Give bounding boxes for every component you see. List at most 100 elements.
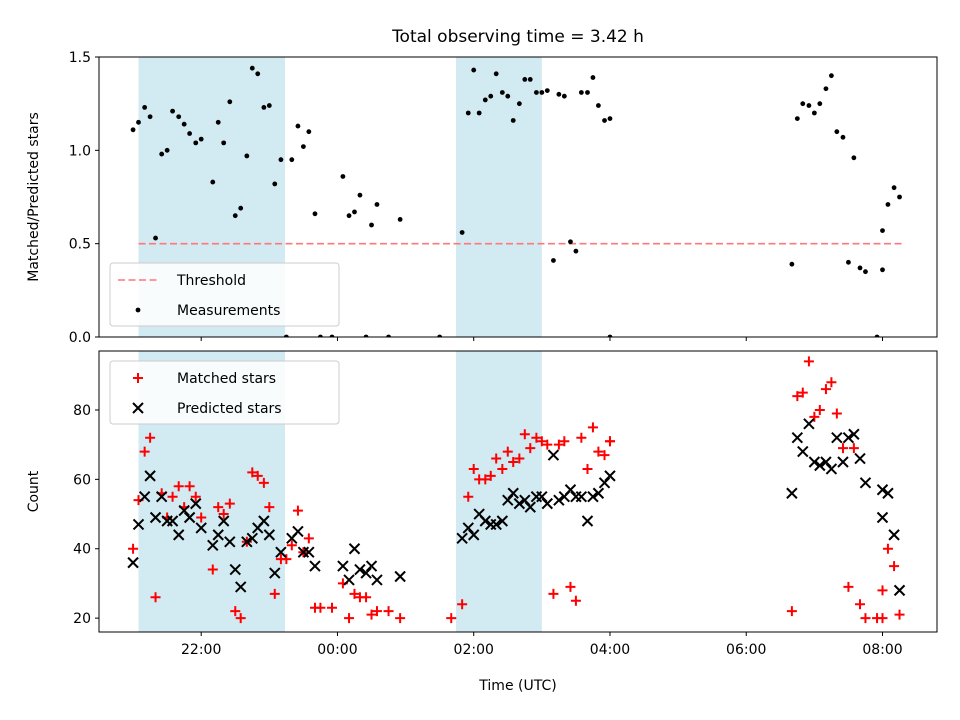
measurement-point (459, 230, 465, 235)
count-panel: 20 40 60 80 22:00 00:00 02:00 04:00 06:00 08:00 Co… (26, 350, 938, 694)
matched-star-marker (303, 533, 314, 544)
measurement-point (840, 134, 846, 140)
matched-star-marker (371, 606, 382, 617)
matched-star-marker (128, 543, 139, 554)
predicted-star-marker (581, 515, 594, 527)
measurement-point (295, 123, 301, 129)
measurement-point (266, 103, 272, 108)
predicted-star-marker (553, 494, 565, 506)
measurement-point (800, 101, 806, 107)
measurement-point (568, 239, 573, 245)
measurement-point (811, 110, 817, 116)
predicted-star-marker (309, 560, 321, 572)
predicted-star-marker (876, 484, 889, 496)
measurement-point (880, 267, 885, 273)
matched-star-marker (207, 564, 218, 575)
measurement-point (227, 99, 233, 105)
matched-star-marker (184, 481, 195, 492)
measurement-point (357, 192, 363, 198)
matched-star-marker (599, 450, 610, 461)
predicted-star-marker (456, 532, 468, 545)
legend-label: Matched stars (177, 371, 276, 387)
predicted-star-marker (479, 515, 492, 527)
measurement-point (198, 136, 204, 142)
predicted-star-marker (246, 532, 259, 545)
predicted-star-marker (207, 539, 219, 551)
measurement-point (578, 90, 584, 95)
legend: Threshold Measurements (109, 262, 340, 327)
measurement-point (244, 153, 250, 159)
y-tick-label: 20 (73, 611, 91, 627)
predicted-star-marker (604, 470, 616, 482)
matched-star-marker (315, 602, 326, 613)
predicted-star-marker (138, 490, 151, 503)
matched-star-marker (395, 613, 406, 624)
predicted-star-marker (348, 543, 361, 555)
measurement-point (164, 147, 170, 153)
predicted-star-marker (144, 470, 156, 482)
predicted-star-marker (513, 497, 526, 510)
x-tick-label: 04:00 (590, 642, 630, 658)
matched-star-marker (508, 457, 519, 468)
predicted-star-marker (808, 456, 821, 468)
axes-frame (98, 350, 938, 633)
matched-star-marker (803, 356, 814, 367)
y-tick-label: 80 (73, 403, 91, 419)
predicted-star-marker (224, 536, 236, 548)
matched-star-marker (281, 554, 292, 565)
predicted-star-marker (303, 546, 315, 558)
matched-star-marker (559, 436, 570, 447)
predicted-star-marker (149, 511, 162, 524)
measurement-point (346, 213, 352, 219)
measurement-point (374, 202, 380, 207)
matched-star-marker (582, 463, 593, 474)
matched-star-marker (889, 561, 900, 572)
predicted-star-marker (166, 515, 179, 527)
matched-star-marker (848, 443, 859, 454)
matched-star-marker (491, 453, 502, 464)
matched-star-marker (213, 502, 224, 513)
predicted-star-marker (269, 567, 281, 579)
predicted-star-marker (536, 490, 548, 503)
matched-star-marker (258, 477, 269, 488)
measurement-point (181, 121, 187, 127)
x-axis-label: Time (UTC) (478, 678, 556, 694)
matched-star-marker (894, 609, 905, 620)
measurement-point (312, 211, 318, 217)
predicted-star-marker (127, 556, 139, 569)
matched-star-marker (797, 387, 808, 398)
measurement-point (828, 73, 834, 79)
matched-star-marker (604, 436, 615, 447)
legend-label: Measurements (177, 303, 280, 319)
matched-star-marker (882, 543, 893, 554)
predicted-star-marker (592, 487, 605, 499)
measurement-point (386, 334, 391, 337)
measurement-point (573, 248, 579, 254)
measurement-point (369, 222, 374, 228)
measurement-point (340, 174, 346, 179)
observing-window-band (456, 351, 542, 632)
predicted-star-marker (882, 487, 894, 499)
measurement-point (300, 144, 306, 150)
measurement-point (794, 116, 800, 121)
predicted-star-marker (797, 445, 809, 458)
predicted-star-marker (791, 432, 804, 444)
predicted-star-marker (587, 490, 599, 503)
measurement-point (159, 151, 165, 157)
measurement-point (874, 334, 880, 337)
matched-star-marker (344, 613, 355, 624)
predicted-star-marker (354, 563, 366, 576)
measurement-point (215, 119, 221, 125)
measurement-point (561, 93, 567, 99)
measurement-point (249, 65, 255, 71)
measurement-point (283, 334, 289, 337)
matched-star-marker (145, 432, 156, 443)
measurement-point (834, 129, 840, 135)
matched-star-marker (224, 498, 235, 509)
matched-star-marker (366, 609, 377, 620)
y-tick-label: 60 (73, 472, 91, 488)
predicted-star-marker (547, 449, 560, 461)
measurement-point (817, 101, 823, 107)
predicted-star-marker (263, 529, 276, 541)
matched-star-marker (502, 446, 513, 457)
